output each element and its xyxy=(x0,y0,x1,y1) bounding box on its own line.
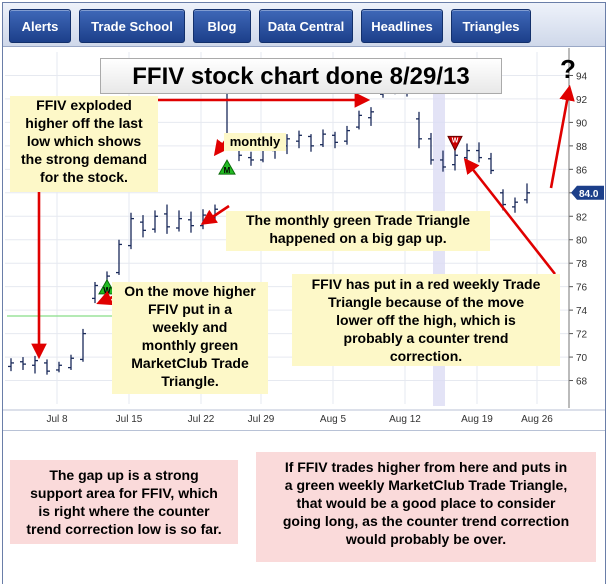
price-bar xyxy=(320,129,326,148)
price-bar xyxy=(356,110,362,130)
chart-title: FFIV stock chart done 8/29/13 xyxy=(100,58,502,94)
arrow-question-mark xyxy=(549,84,575,189)
price-bar xyxy=(332,131,338,149)
question-mark: ? xyxy=(560,54,576,84)
triangle-shape xyxy=(218,159,236,175)
price-bar xyxy=(56,361,62,373)
y-tick-label: 80 xyxy=(576,236,588,247)
price-bar xyxy=(128,212,134,250)
y-tick-label: 82 xyxy=(576,212,588,223)
y-tick-label: 76 xyxy=(576,283,588,294)
price-bar xyxy=(92,281,98,304)
price-bar xyxy=(452,148,458,171)
price-bar xyxy=(80,328,86,362)
note-gap-support: The gap up is a strong support area for … xyxy=(10,460,238,544)
price-bar xyxy=(308,134,314,152)
triangle-label: W xyxy=(103,286,111,295)
tab-alerts[interactable]: Alerts xyxy=(9,9,71,43)
price-bar xyxy=(68,354,74,370)
y-tick-label: 90 xyxy=(576,118,588,129)
x-tick-label: Jul 15 xyxy=(116,414,143,425)
x-tick-label: Aug 26 xyxy=(521,414,553,425)
y-tick-label: 86 xyxy=(576,165,588,176)
note-if-trades-higher: If FFIV trades higher from here and puts… xyxy=(256,452,596,562)
x-tick-label: Jul 8 xyxy=(46,414,68,425)
price-bar xyxy=(488,152,494,175)
price-bar xyxy=(176,210,182,232)
y-tick-label: 72 xyxy=(576,330,588,341)
callout-monthly-label: monthly xyxy=(224,133,286,151)
callout-move-higher: On the move higher FFIV put in a weekly … xyxy=(112,282,268,394)
price-bar xyxy=(512,197,518,213)
tab-triangles[interactable]: Triangles xyxy=(451,9,531,43)
price-bars xyxy=(8,70,530,375)
callout-exploded: FFIV exploded higher off the last low wh… xyxy=(10,96,158,192)
last-price-tag: 84.0 xyxy=(571,185,604,200)
price-bar xyxy=(20,357,26,370)
price-bar xyxy=(344,125,350,145)
x-tick-label: Aug 19 xyxy=(461,414,493,425)
price-bar xyxy=(188,211,194,233)
triangle-label: M xyxy=(224,166,231,175)
y-tick-label: 68 xyxy=(576,377,588,388)
y-tick-label: 94 xyxy=(576,71,588,82)
last-price-box xyxy=(571,185,604,200)
triangle-shape xyxy=(447,135,463,152)
price-bar xyxy=(44,359,50,375)
price-bar xyxy=(8,358,14,372)
callout-arrows xyxy=(31,84,575,360)
price-bar xyxy=(416,111,422,149)
y-tick-label: 70 xyxy=(576,353,588,364)
triangle-label: W xyxy=(452,137,459,144)
monthly-green-triangle: M xyxy=(218,159,236,175)
price-bar xyxy=(428,132,434,165)
y-tick-label: 92 xyxy=(576,95,588,106)
x-tick-label: Aug 5 xyxy=(320,414,347,425)
weekly-red-triangle: W xyxy=(447,135,463,152)
arrow-monthly-gap xyxy=(200,204,230,225)
callout-red-weekly: FFIV has put in a red weekly Trade Trian… xyxy=(292,274,560,366)
callout-monthly-gap: The monthly green Trade Triangle happene… xyxy=(226,211,490,251)
tab-blog[interactable]: Blog xyxy=(193,9,251,43)
x-tick-label: Jul 22 xyxy=(188,414,215,425)
x-tick-label: Jul 29 xyxy=(248,414,275,425)
nav-bar: Alerts Trade School Blog Data Central He… xyxy=(3,3,605,47)
price-bar xyxy=(164,204,170,234)
last-price-label: 84.0 xyxy=(579,189,599,200)
price-bar xyxy=(296,130,302,149)
price-bar xyxy=(440,150,446,172)
tab-data-central[interactable]: Data Central xyxy=(259,9,353,43)
y-tick-label: 78 xyxy=(576,259,588,270)
x-tick-label: Aug 12 xyxy=(389,414,421,425)
price-bar xyxy=(368,107,374,126)
tab-headlines[interactable]: Headlines xyxy=(361,9,443,43)
arrow-red-weekly xyxy=(463,157,557,275)
tab-trade-school[interactable]: Trade School xyxy=(79,9,185,43)
y-tick-label: 88 xyxy=(576,142,588,153)
price-bar xyxy=(140,215,146,238)
price-bar xyxy=(248,151,254,166)
price-bar xyxy=(116,239,122,275)
y-tick-label: 74 xyxy=(576,306,588,317)
price-bar xyxy=(524,183,530,204)
price-bar xyxy=(152,210,158,233)
